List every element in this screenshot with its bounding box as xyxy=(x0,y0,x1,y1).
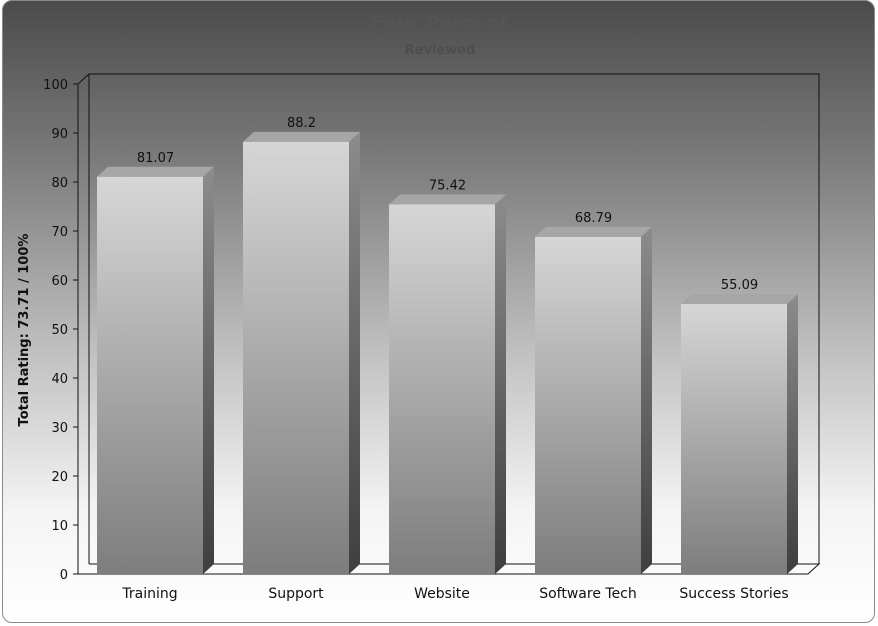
bar-front xyxy=(97,176,203,574)
bar-training xyxy=(97,166,214,574)
bar-top xyxy=(389,194,506,205)
back-wall-outline xyxy=(77,73,820,564)
y-tick-label: 80 xyxy=(51,176,68,191)
y-tick-label: 100 xyxy=(43,78,68,93)
y-tick-label: 0 xyxy=(60,568,68,583)
bar-top xyxy=(535,226,652,237)
bar-support xyxy=(243,131,360,574)
data-label: 88.2 xyxy=(287,116,316,131)
data-label: 68.79 xyxy=(575,211,612,226)
y-tick-label: 40 xyxy=(51,372,68,387)
bar-side xyxy=(203,166,214,574)
bar-side xyxy=(641,226,652,574)
bar-front xyxy=(243,141,349,574)
y-tick-label: 70 xyxy=(51,225,68,240)
chart-subtitle: Reviewed xyxy=(405,43,476,58)
bar-side xyxy=(349,131,360,574)
y-tick-label: 50 xyxy=(51,323,68,338)
bar-top xyxy=(243,131,360,142)
y-axis-label: Total Rating: 73.71 / 100% xyxy=(17,234,32,427)
x-tick-label: Support xyxy=(268,586,324,602)
bar-front xyxy=(535,236,641,574)
bar-top xyxy=(97,166,214,177)
bar-success-stories xyxy=(681,294,798,574)
y-tick-label: 60 xyxy=(51,274,68,289)
y-tick-label: 20 xyxy=(51,470,68,485)
x-tick-label: Success Stories xyxy=(679,586,788,602)
bar-front xyxy=(681,304,787,574)
data-label: 81.07 xyxy=(137,151,174,166)
x-tick-label: Website xyxy=(414,586,470,602)
chart-title: Four Percent xyxy=(371,12,509,34)
bar-top xyxy=(681,294,798,305)
bar-side xyxy=(787,294,798,574)
y-tick-label: 10 xyxy=(51,519,68,534)
bar-software-tech xyxy=(535,226,652,574)
data-label: 75.42 xyxy=(429,178,466,193)
x-tick-label: Training xyxy=(121,586,177,602)
data-label: 55.09 xyxy=(721,278,758,293)
y-tick-label: 30 xyxy=(51,421,68,436)
bar-website xyxy=(389,194,506,574)
bar-front xyxy=(389,204,495,574)
bar-side xyxy=(495,194,506,574)
x-tick-label: Software Tech xyxy=(539,586,637,602)
y-tick-label: 90 xyxy=(51,127,68,142)
